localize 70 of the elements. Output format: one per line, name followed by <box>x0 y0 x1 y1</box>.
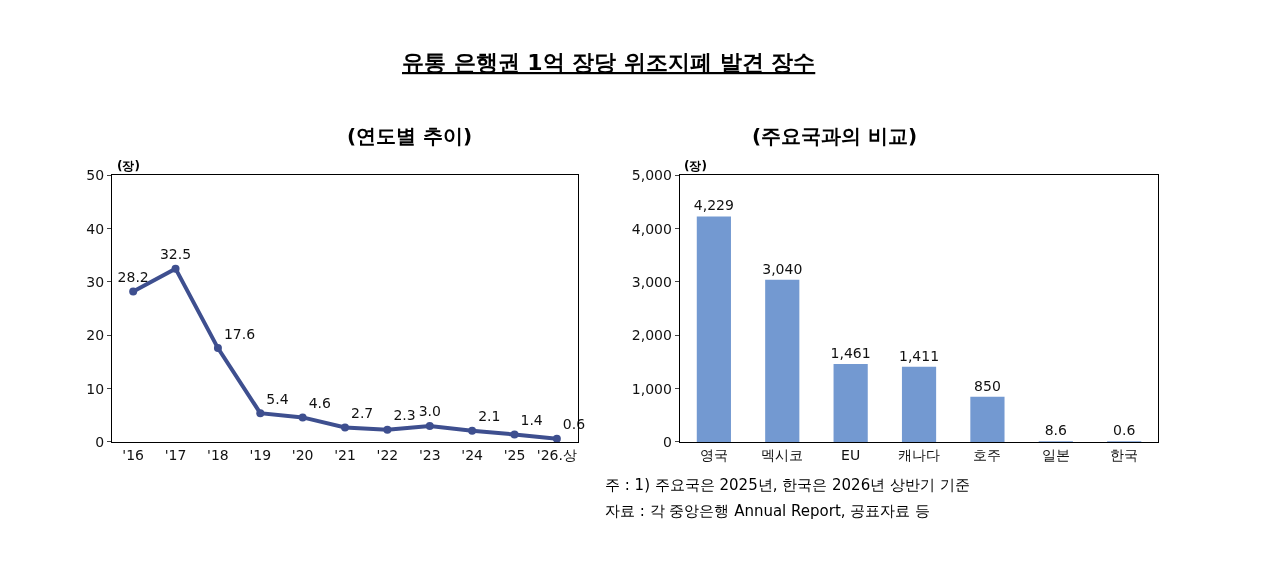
x-tick-label: '19 <box>249 446 272 463</box>
text: 1.4 <box>520 411 543 428</box>
x-tick-label: '26.상 <box>536 446 577 463</box>
y-tick-label: 0 <box>662 433 672 450</box>
text: 8.6 <box>1044 422 1067 439</box>
point <box>213 344 222 353</box>
text: 주 : 1) 주요국은 2025년, 한국은 2026년 상반기 기준 <box>605 476 970 494</box>
y-tick-label: 40 <box>86 220 105 237</box>
x-tick-label: 캐나다 <box>898 446 941 463</box>
y-tick-label: 50 <box>86 167 105 184</box>
x-tick-label: 호주 <box>973 446 1002 463</box>
point <box>552 434 561 443</box>
x-tick-label: '18 <box>207 446 229 463</box>
text: 3,040 <box>762 260 803 277</box>
y-tick-label: 10 <box>86 380 105 397</box>
chart-subtitle: (주요국과의 비교) <box>752 124 918 148</box>
y-tick-label: 0 <box>95 433 105 450</box>
text: 3.0 <box>418 403 441 420</box>
text: 850 <box>974 377 1001 394</box>
x-tick-label: 멕시코 <box>761 446 804 463</box>
x-tick-label: '20 <box>291 446 314 463</box>
point <box>383 425 392 434</box>
bar <box>970 396 1005 442</box>
x-tick-label: 일본 <box>1041 446 1070 463</box>
text: 2.3 <box>393 407 416 424</box>
text: 17.6 <box>223 325 256 342</box>
text: 5.4 <box>266 390 289 407</box>
chart-title: 유통 은행권 1억 장당 위조지폐 발견 장수 <box>402 50 816 75</box>
point <box>129 287 138 296</box>
x-tick-label: '16 <box>122 446 145 463</box>
bar <box>833 364 868 442</box>
x-tick-label: '24 <box>461 446 484 463</box>
text: 32.5 <box>159 246 192 263</box>
bar <box>696 216 731 442</box>
text: 2.7 <box>351 405 374 422</box>
x-tick-label: EU <box>841 446 861 463</box>
y-tick-label: 5,000 <box>631 167 672 184</box>
y-tick-label: 1,000 <box>631 380 672 397</box>
text: 2.1 <box>478 408 501 425</box>
point <box>510 430 519 439</box>
point <box>425 421 434 430</box>
x-tick-label: 영국 <box>699 446 728 463</box>
point <box>298 413 307 422</box>
y-tick-label: 2,000 <box>631 327 672 344</box>
x-tick-label: 한국 <box>1110 446 1139 463</box>
text: 0.6 <box>1113 422 1136 439</box>
x-tick-label: '25 <box>503 446 526 463</box>
text: 4.6 <box>308 394 331 411</box>
point <box>171 264 180 273</box>
y-axis-title: (장) <box>117 159 140 173</box>
x-tick-label: '23 <box>418 446 441 463</box>
y-tick-label: 4,000 <box>631 220 672 237</box>
text: 자료 : 각 중앙은행 Annual Report, 공표자료 등 <box>605 502 931 520</box>
x-tick-label: '22 <box>376 446 399 463</box>
y-tick-label: 20 <box>86 327 105 344</box>
y-tick-label: 3,000 <box>631 273 672 290</box>
text: 1,461 <box>830 345 871 362</box>
bar <box>901 366 937 442</box>
point <box>256 409 265 418</box>
point <box>341 423 350 432</box>
y-axis-title: (장) <box>684 159 707 173</box>
chart-subtitle: (연도별 추이) <box>347 124 473 148</box>
text: 4,229 <box>693 197 734 214</box>
x-tick-label: '21 <box>334 446 356 463</box>
y-tick-label: 30 <box>86 273 105 290</box>
text: 28.2 <box>117 269 149 286</box>
point <box>468 426 477 435</box>
bar <box>765 279 800 442</box>
text: 1,411 <box>898 347 940 364</box>
x-tick-label: '17 <box>164 446 187 463</box>
